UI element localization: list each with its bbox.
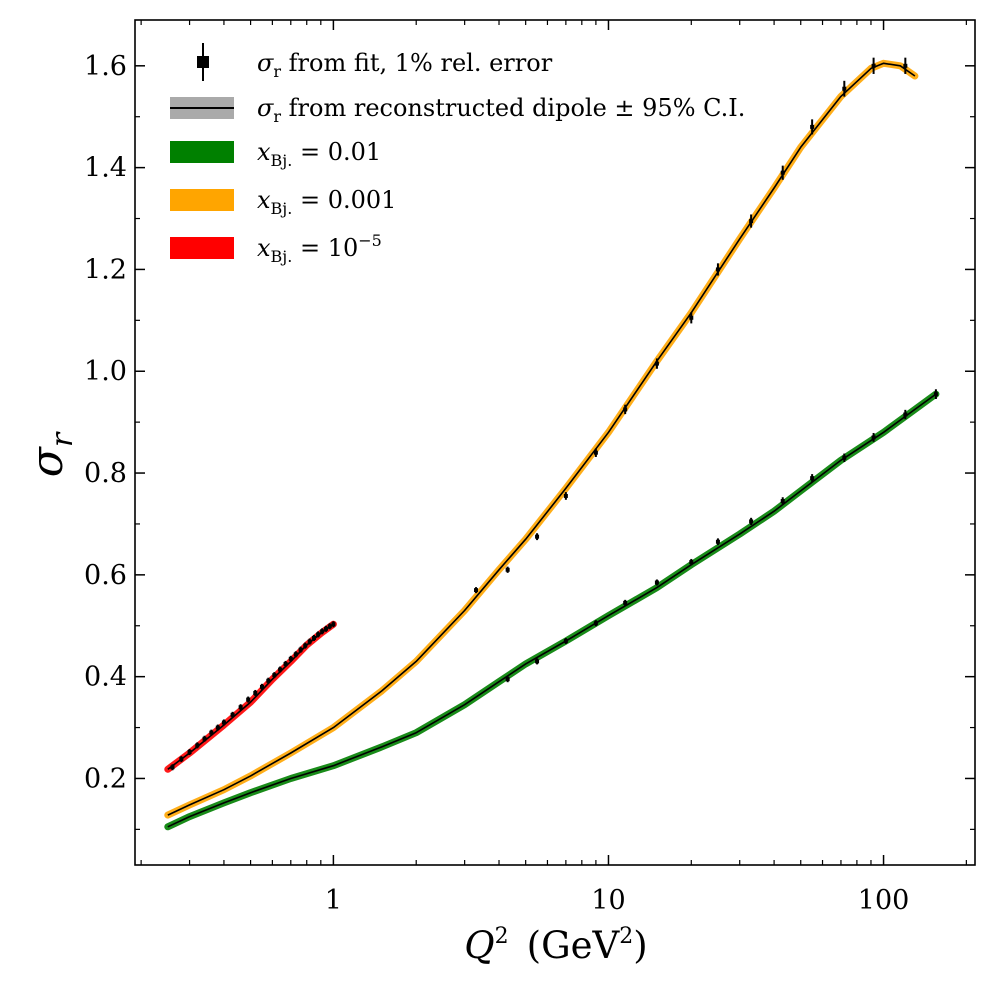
legend-label: xBj. = 0.01 — [257, 138, 381, 170]
y-tick-label: 0.2 — [84, 763, 127, 794]
data-point — [283, 661, 288, 666]
data-point — [238, 705, 243, 710]
data-point — [272, 673, 277, 678]
legend-swatch — [170, 141, 234, 163]
legend-swatch — [170, 237, 234, 259]
data-point — [623, 600, 628, 605]
data-point — [623, 407, 628, 412]
data-point — [810, 476, 815, 481]
data-point — [307, 639, 312, 644]
data-point — [327, 624, 332, 629]
data-point — [842, 455, 847, 460]
y-tick-label: 1.0 — [84, 356, 127, 387]
data-point — [654, 580, 659, 585]
data-point — [298, 647, 303, 652]
data-point — [266, 678, 271, 683]
y-axis-title: σr — [22, 431, 80, 477]
legend-label: σr from reconstructed dipole ± 95% C.I. — [257, 94, 745, 126]
data-point — [303, 643, 308, 648]
y-tick-label: 1.4 — [84, 153, 127, 184]
data-point — [331, 622, 336, 627]
data-point — [593, 621, 598, 626]
data-point — [535, 534, 540, 539]
data-point — [278, 667, 283, 672]
data-point — [215, 725, 220, 730]
data-point — [780, 170, 785, 175]
x-axis-title: Q2 (GeV2) — [464, 924, 647, 967]
y-tick-label: 0.8 — [84, 458, 127, 489]
data-point — [903, 63, 908, 68]
legend: σr from fit, 1% rel. error σr from recons… — [170, 43, 745, 266]
legend-label: σr from fit, 1% rel. error — [257, 49, 553, 81]
data-point — [187, 749, 192, 754]
y-tick-label: 0.4 — [84, 662, 127, 693]
data-point — [593, 450, 598, 455]
data-point — [253, 690, 258, 695]
data-point — [209, 730, 214, 735]
legend-label: xBj. = 0.001 — [257, 186, 396, 218]
data-point — [505, 567, 510, 572]
data-point — [871, 435, 876, 440]
data-point — [689, 560, 694, 565]
data-point — [715, 267, 720, 272]
data-point — [195, 743, 200, 748]
data-point — [230, 712, 235, 717]
data-point — [563, 493, 568, 498]
data-point — [311, 635, 316, 640]
x-tick-label: 100 — [858, 885, 910, 916]
data-point — [324, 626, 329, 631]
data-point — [715, 539, 720, 544]
data-point — [689, 315, 694, 320]
data-point — [903, 412, 908, 417]
axes-layer: 1 10 100 0.2 0.4 0.6 0.8 1.0 1.2 1.4 1.6 — [84, 19, 976, 916]
series-line-2 — [167, 623, 334, 770]
data-point — [535, 659, 540, 664]
data-point — [810, 124, 815, 129]
data-point — [842, 86, 847, 91]
data-point — [780, 499, 785, 504]
data-point — [221, 720, 226, 725]
data-point — [563, 639, 568, 644]
series-line-0 — [167, 393, 937, 828]
data-point — [179, 757, 184, 762]
data-point — [246, 697, 251, 702]
legend-marker-point — [197, 56, 209, 68]
y-tick-label: 0.6 — [84, 560, 127, 591]
data-point — [202, 736, 207, 741]
legend-swatch — [170, 189, 234, 211]
legend-label: xBj. = 10−5 — [257, 231, 382, 266]
x-tick-label: 10 — [591, 885, 625, 916]
data-point — [654, 361, 659, 366]
data-point — [320, 629, 325, 634]
plot-layer — [164, 57, 940, 831]
data-point — [871, 63, 876, 68]
data-point — [293, 652, 298, 657]
series-line-1 — [167, 62, 916, 816]
data-point — [505, 677, 510, 682]
data-point — [170, 765, 175, 770]
data-point — [749, 519, 754, 524]
y-tick-label: 1.2 — [84, 254, 127, 285]
y-tick-label: 1.6 — [84, 51, 127, 82]
data-point — [316, 632, 321, 637]
data-point — [259, 684, 264, 689]
axes-frame — [134, 19, 976, 866]
data-point — [749, 219, 754, 224]
data-point — [288, 656, 293, 661]
x-tick-label: 1 — [325, 885, 342, 916]
data-point — [933, 392, 938, 397]
data-point — [474, 588, 479, 593]
